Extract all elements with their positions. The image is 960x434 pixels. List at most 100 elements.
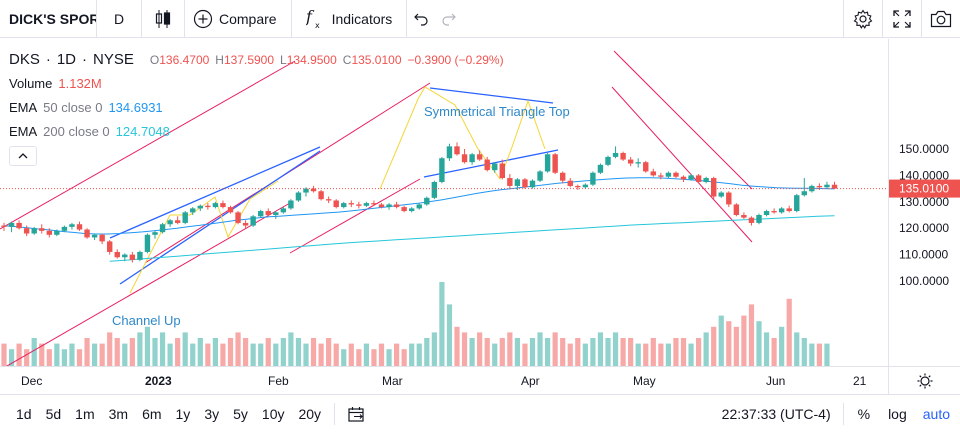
- volume-bar: [439, 282, 445, 366]
- range-5y-button[interactable]: 5y: [233, 406, 248, 422]
- candle-body: [8, 222, 15, 227]
- candle-body: [212, 203, 219, 208]
- candle-body: [469, 154, 475, 163]
- volume-bar: [620, 338, 626, 366]
- indicators-button[interactable]: f x Indicators: [292, 0, 407, 38]
- range-1m-button[interactable]: 1m: [75, 406, 95, 422]
- clock-display[interactable]: 22:37:33 (UTC-4): [721, 406, 831, 422]
- candle-body: [182, 212, 188, 223]
- candle-body: [363, 203, 370, 206]
- candle-body: [356, 204, 362, 206]
- candle-body: [507, 178, 513, 186]
- interval-button[interactable]: D: [113, 10, 125, 27]
- volume-bar: [575, 338, 581, 366]
- candle-body: [205, 205, 211, 208]
- percent-scale-toggle[interactable]: %: [857, 406, 871, 422]
- top-toolbar: DICK'S SPOR D Compare f x Indicators: [0, 0, 960, 38]
- symbol-search-button[interactable]: DICK'S SPOR: [9, 10, 96, 27]
- volume-value: 1.132M: [58, 76, 102, 91]
- candle-body: [567, 180, 573, 186]
- candle-body: [597, 164, 604, 173]
- candle-body: [635, 162, 641, 164]
- volume-bar: [356, 349, 362, 366]
- candle-body: [54, 230, 60, 235]
- ema50-params: 50 close 0: [43, 100, 103, 115]
- volume-bar: [560, 338, 566, 366]
- range-5d-button[interactable]: 5d: [45, 406, 62, 422]
- volume-bar: [197, 338, 203, 366]
- candle-body: [778, 208, 785, 213]
- axis-corner[interactable]: [888, 366, 960, 394]
- undo-button[interactable]: [407, 0, 435, 38]
- candle-body: [590, 172, 596, 185]
- legend-ema200-row[interactable]: EMA 200 close 0 124.7048: [9, 120, 504, 144]
- candles-icon: [155, 9, 171, 28]
- ema200-label: EMA: [9, 124, 38, 139]
- legend-interval: 1D: [56, 51, 77, 68]
- log-scale-toggle[interactable]: log: [888, 406, 907, 422]
- candle-body: [658, 175, 664, 177]
- volume-bar: [167, 343, 173, 366]
- volume-bar: [650, 338, 656, 366]
- compare-button[interactable]: Compare: [185, 0, 291, 38]
- range-1d-button[interactable]: 1d: [16, 406, 32, 422]
- price-tick-label: 140.0000: [899, 168, 949, 182]
- price-tick-label: 150.0000: [899, 142, 949, 156]
- price-axis[interactable]: 150.0000 140.0000 130.0000 120.0000 110.0000…: [888, 39, 960, 366]
- bottom-right-group: 22:37:33 (UTC-4) % log auto: [722, 395, 960, 434]
- price-chart[interactable]: Channel Up Symmetrical Triangle Top: [0, 39, 888, 366]
- candle-body: [227, 207, 234, 213]
- volume-bar: [529, 338, 536, 366]
- candle-body: [514, 179, 521, 186]
- volume-bar: [212, 338, 218, 366]
- volume-bar: [31, 338, 37, 366]
- time-tick-label: May: [633, 374, 656, 388]
- legend-collapse-button[interactable]: [9, 146, 37, 166]
- volume-bar: [39, 343, 45, 366]
- candle-body: [401, 207, 407, 212]
- candle-body: [46, 230, 52, 235]
- close-value: 135.0100: [351, 53, 402, 67]
- range-6m-button[interactable]: 6m: [142, 406, 162, 422]
- volume-bar: [673, 338, 679, 366]
- legend-volume-row[interactable]: Volume 1.132M: [9, 72, 504, 96]
- volume-bar: [333, 343, 339, 366]
- price-tick-label: 100.0000: [899, 274, 949, 288]
- candle-body: [650, 171, 656, 176]
- channel-blue-upper-line: [109, 146, 321, 239]
- channel-up-lower-line: [5, 202, 291, 366]
- time-axis[interactable]: Dec 2023 Feb Mar Apr May Jun 21: [0, 366, 888, 394]
- toolbar-divider: [334, 403, 336, 425]
- range-10y-button[interactable]: 10y: [261, 406, 285, 422]
- chart-pane[interactable]: Channel Up Symmetrical Triangle Top: [0, 39, 888, 366]
- volume-bar: [469, 338, 475, 366]
- chart-type-button[interactable]: [142, 0, 184, 38]
- volume-label: Volume: [9, 76, 53, 91]
- candle-body: [620, 152, 626, 160]
- candle-body: [824, 184, 830, 188]
- settings-button[interactable]: [844, 0, 882, 38]
- fullscreen-button[interactable]: [883, 0, 921, 38]
- candle-body: [529, 180, 536, 188]
- candle-body: [303, 188, 309, 193]
- volume-bar: [303, 343, 309, 366]
- redo-button[interactable]: [435, 0, 463, 38]
- candle-body: [688, 175, 694, 180]
- range-3m-button[interactable]: 3m: [108, 406, 129, 422]
- legend-symbol[interactable]: DKS: [9, 51, 40, 68]
- time-tick-label: Dec: [21, 374, 42, 388]
- go-to-date-button[interactable]: [335, 406, 379, 422]
- volume-bar: [318, 343, 324, 366]
- range-20y-button[interactable]: 20y: [298, 406, 322, 422]
- volume-bar: [680, 338, 687, 366]
- fullscreen-icon: [893, 10, 911, 28]
- snapshot-button[interactable]: [922, 0, 960, 38]
- candle-body: [801, 191, 807, 196]
- candle-body: [69, 224, 75, 227]
- auto-scale-toggle[interactable]: auto: [922, 406, 950, 422]
- volume-bar: [273, 343, 279, 366]
- legend-ema50-row[interactable]: EMA 50 close 0 134.6931: [9, 96, 504, 120]
- range-3y-button[interactable]: 3y: [204, 406, 220, 422]
- candle-body: [454, 146, 460, 155]
- range-1y-button[interactable]: 1y: [175, 406, 191, 422]
